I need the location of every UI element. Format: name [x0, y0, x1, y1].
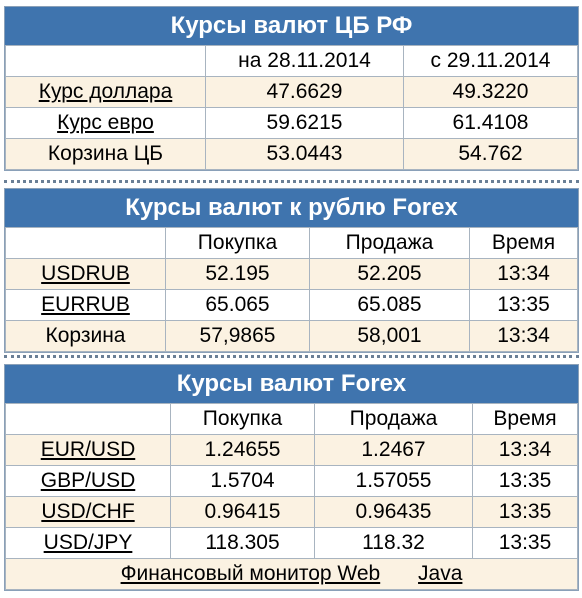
- col-header-time: Время: [472, 403, 578, 435]
- table-row: EUR/USD 1.24655 1.2467 13:34: [5, 434, 578, 466]
- forex-panel: Курсы валют Forex Покупка Продажа Время …: [4, 364, 579, 591]
- buy-value: 0.96415: [170, 496, 315, 528]
- forex-table: Покупка Продажа Время EUR/USD 1.24655 1.…: [5, 403, 578, 559]
- buy-value: 118.305: [170, 527, 315, 559]
- table-row: USDRUB 52.195 52.205 13:34: [5, 258, 578, 290]
- buy-value: 57,9865: [165, 320, 310, 352]
- col-header-sell: Продажа: [314, 403, 473, 435]
- row-label: Курс евро: [5, 107, 206, 139]
- col-header-date2: с 29.11.2014: [403, 45, 578, 77]
- col-header-date1: на 28.11.2014: [205, 45, 404, 77]
- rate-value: 53.0443: [205, 138, 404, 170]
- time-value: 13:35: [472, 527, 578, 559]
- forex-title: Курсы валют Forex: [5, 365, 578, 403]
- gbpusd-link[interactable]: GBP/USD: [40, 469, 136, 492]
- buy-value: 65.065: [165, 289, 310, 321]
- empty-header-cell: [5, 227, 166, 259]
- empty-header-cell: [5, 403, 171, 435]
- buy-value: 1.5704: [170, 465, 315, 497]
- sell-value: 65.085: [309, 289, 470, 321]
- row-label: EUR/USD: [5, 434, 171, 466]
- table-row: Корзина 57,9865 58,001 13:34: [5, 320, 578, 352]
- dotted-separator: [4, 355, 579, 358]
- usdjpy-link[interactable]: USD/JPY: [43, 531, 133, 554]
- rub-forex-title: Курсы валют к рублю Forex: [5, 189, 578, 227]
- rate-value: 47.6629: [205, 76, 404, 108]
- time-value: 13:34: [469, 258, 578, 290]
- java-link[interactable]: Java: [418, 562, 463, 585]
- dotted-separator: [4, 180, 579, 183]
- col-header-buy: Покупка: [165, 227, 310, 259]
- eurrub-link[interactable]: EURRUB: [41, 293, 130, 316]
- table-header-row: Покупка Продажа Время: [5, 227, 578, 259]
- row-label: GBP/USD: [5, 465, 171, 497]
- sell-value: 58,001: [309, 320, 470, 352]
- cb-rates-panel: Курсы валют ЦБ РФ на 28.11.2014 с 29.11.…: [4, 6, 579, 171]
- cb-rates-table: на 28.11.2014 с 29.11.2014 Курс доллара …: [5, 45, 578, 170]
- sell-value: 0.96435: [314, 496, 473, 528]
- rub-forex-table: Покупка Продажа Время USDRUB 52.195 52.2…: [5, 227, 578, 352]
- financial-monitor-web-link[interactable]: Финансовый монитор Web: [120, 562, 381, 585]
- table-row: Курс доллара 47.6629 49.3220: [5, 76, 578, 108]
- empty-header-cell: [5, 45, 206, 77]
- rate-value: 49.3220: [403, 76, 578, 108]
- table-row: Корзина ЦБ 53.0443 54.762: [5, 138, 578, 170]
- rate-value: 54.762: [403, 138, 578, 170]
- col-header-buy: Покупка: [170, 403, 315, 435]
- time-value: 13:35: [472, 465, 578, 497]
- usd-rate-link[interactable]: Курс доллара: [38, 80, 173, 103]
- time-value: 13:35: [469, 289, 578, 321]
- row-label: Курс доллара: [5, 76, 206, 108]
- table-row: EURRUB 65.065 65.085 13:35: [5, 289, 578, 321]
- sell-value: 1.2467: [314, 434, 473, 466]
- table-row: Курс евро 59.6215 61.4108: [5, 107, 578, 139]
- rate-value: 61.4108: [403, 107, 578, 139]
- eurusd-link[interactable]: EUR/USD: [40, 438, 136, 461]
- row-label: EURRUB: [5, 289, 166, 321]
- eur-rate-link[interactable]: Курс евро: [57, 111, 154, 134]
- col-header-time: Время: [469, 227, 578, 259]
- sell-value: 1.57055: [314, 465, 473, 497]
- usdchf-link[interactable]: USD/CHF: [41, 500, 135, 523]
- row-label: USD/JPY: [5, 527, 171, 559]
- sell-value: 52.205: [309, 258, 470, 290]
- cb-rates-title: Курсы валют ЦБ РФ: [5, 7, 578, 45]
- table-row: USD/JPY 118.305 118.32 13:35: [5, 527, 578, 559]
- table-row: GBP/USD 1.5704 1.57055 13:35: [5, 465, 578, 497]
- table-header-row: Покупка Продажа Время: [5, 403, 578, 435]
- rub-forex-panel: Курсы валют к рублю Forex Покупка Продаж…: [4, 188, 579, 353]
- rate-value: 59.6215: [205, 107, 404, 139]
- row-label: Корзина: [5, 320, 166, 352]
- table-row: USD/CHF 0.96415 0.96435 13:35: [5, 496, 578, 528]
- table-header-row: на 28.11.2014 с 29.11.2014: [5, 45, 578, 77]
- usdrub-link[interactable]: USDRUB: [41, 262, 130, 285]
- buy-value: 1.24655: [170, 434, 315, 466]
- col-header-sell: Продажа: [309, 227, 470, 259]
- row-label: USDRUB: [5, 258, 166, 290]
- sell-value: 118.32: [314, 527, 473, 559]
- row-label: Корзина ЦБ: [5, 138, 206, 170]
- time-value: 13:34: [472, 434, 578, 466]
- row-label: USD/CHF: [5, 496, 171, 528]
- buy-value: 52.195: [165, 258, 310, 290]
- time-value: 13:34: [469, 320, 578, 352]
- footer-links: Финансовый монитор Web Java: [5, 559, 578, 590]
- time-value: 13:35: [472, 496, 578, 528]
